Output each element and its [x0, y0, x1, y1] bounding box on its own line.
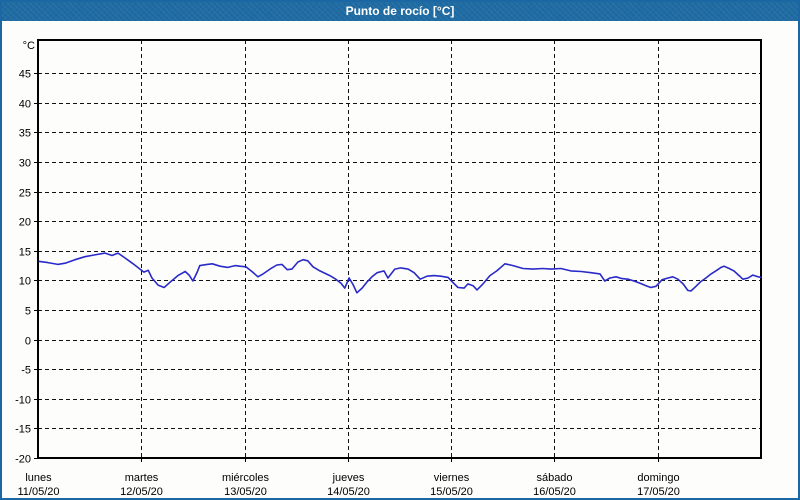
- chart-title: Punto de rocío [°C]: [345, 4, 455, 18]
- y-tick-label: -15: [15, 424, 31, 436]
- y-tick-label: 15: [19, 247, 31, 259]
- day-name-label: viernes: [434, 472, 470, 484]
- day-date-label: 14/05/20: [327, 486, 370, 498]
- y-tick-label: 10: [19, 276, 31, 288]
- y-tick-label: 40: [19, 99, 31, 111]
- day-date-label: 17/05/20: [637, 486, 680, 498]
- y-tick-label: 5: [25, 306, 31, 318]
- day-date-label: 13/05/20: [224, 486, 267, 498]
- day-name-label: miércoles: [222, 472, 270, 484]
- y-tick-label: 35: [19, 128, 31, 140]
- day-date-label: 12/05/20: [120, 486, 163, 498]
- plot-border: [37, 39, 762, 459]
- day-name-label: domingo: [637, 472, 679, 484]
- y-tick-label: 20: [19, 217, 31, 229]
- day-date-label: 11/05/20: [17, 486, 59, 498]
- y-tick-label: -5: [21, 365, 31, 377]
- y-axis-unit-label: °C: [23, 40, 35, 52]
- y-tick-label: 25: [19, 188, 31, 200]
- y-tick-label: 45: [19, 69, 31, 81]
- chart-area: 45 40 35 30 25 20 15 10 5 0 -5 -10 -15 -20 °C lunes 11/0…: [2, 21, 798, 498]
- y-tick-label: -10: [15, 395, 31, 407]
- chart-title-bar: Punto de rocío [°C]: [2, 2, 798, 21]
- day-name-label: sábado: [536, 472, 572, 484]
- y-tick-label: 30: [19, 158, 31, 170]
- day-name-label: martes: [125, 472, 159, 484]
- day-name-label: jueves: [332, 472, 365, 484]
- day-date-label: 16/05/20: [533, 486, 576, 498]
- dewpoint-series-line: [38, 252, 762, 294]
- day-name-label: lunes: [25, 472, 52, 484]
- y-tick-label: 0: [25, 336, 31, 348]
- dewpoint-chart: 45 40 35 30 25 20 15 10 5 0 -5 -10 -15 -20 °C lunes 11/0…: [15, 39, 762, 498]
- y-tick-label: -20: [15, 454, 31, 466]
- day-date-label: 15/05/20: [430, 486, 473, 498]
